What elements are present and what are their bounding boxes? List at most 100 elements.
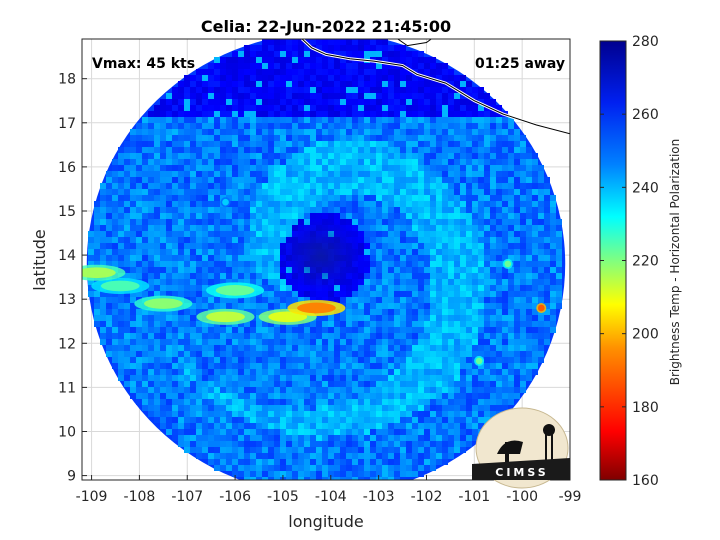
swath-cell	[370, 135, 376, 141]
swath-cell	[364, 81, 370, 87]
swath-cell	[244, 99, 250, 105]
swath-cell	[424, 387, 430, 393]
swath-cell	[136, 135, 142, 141]
swath-cell	[424, 399, 430, 405]
swath-cell	[436, 153, 442, 159]
swath-cell	[286, 465, 292, 471]
swath-cell	[430, 231, 436, 237]
swath-cell	[478, 213, 484, 219]
swath-cell	[304, 453, 310, 459]
swath-cell	[454, 117, 460, 123]
swath-cell	[526, 171, 532, 177]
swath-cell	[388, 441, 394, 447]
swath-cell	[514, 207, 520, 213]
swath-cell	[208, 219, 214, 225]
swath-cell	[382, 351, 388, 357]
swath-cell	[370, 375, 376, 381]
swath-cell	[538, 321, 544, 327]
swath-cell	[388, 291, 394, 297]
swath-cell	[418, 159, 424, 165]
swath-cell	[472, 321, 478, 327]
swath-cell	[502, 129, 508, 135]
swath-cell	[556, 279, 562, 285]
coastline	[301, 39, 570, 136]
swath-cell	[502, 351, 508, 357]
swath-cell	[100, 189, 106, 195]
swath-cell	[184, 291, 190, 297]
swath-cell	[142, 195, 148, 201]
swath-cell	[340, 39, 346, 45]
swath-cell	[280, 165, 286, 171]
swath-cell	[520, 261, 526, 267]
swath-cell	[346, 207, 352, 213]
swath-cell	[256, 69, 262, 75]
swath-cell	[310, 69, 316, 75]
swath-cell	[250, 399, 256, 405]
swath-cell	[400, 375, 406, 381]
swath-cell	[442, 387, 448, 393]
swath-cell	[478, 333, 484, 339]
swath-cell	[346, 423, 352, 429]
swath-cell	[376, 393, 382, 399]
swath-cell	[172, 363, 178, 369]
swath-cell	[124, 267, 130, 273]
swath-cell	[430, 387, 436, 393]
swath-cell	[148, 369, 154, 375]
swath-cell	[196, 261, 202, 267]
swath-cell	[490, 213, 496, 219]
swath-cell	[256, 183, 262, 189]
swath-cell	[292, 285, 298, 291]
swath-cell	[364, 45, 370, 51]
swath-cell	[370, 183, 376, 189]
swath-cell	[310, 399, 316, 405]
swath-cell	[316, 429, 322, 435]
swath-cell	[466, 273, 472, 279]
swath-cell	[406, 69, 412, 75]
swath-cell	[418, 237, 424, 243]
swath-cell	[244, 57, 250, 63]
swath-cell	[418, 147, 424, 153]
swath-cell	[340, 459, 346, 465]
swath-cell	[394, 213, 400, 219]
swath-cell	[418, 441, 424, 447]
swath-cell	[286, 45, 292, 51]
swath-cell	[334, 141, 340, 147]
swath-cell	[532, 255, 538, 261]
swath-cell	[124, 291, 130, 297]
swath-cell	[256, 243, 262, 249]
swath-cell	[328, 75, 334, 81]
swath-cell	[466, 387, 472, 393]
swath-cell	[238, 165, 244, 171]
swath-cell	[412, 399, 418, 405]
swath-cell	[244, 423, 250, 429]
swath-cell	[316, 291, 322, 297]
swath-cell	[424, 183, 430, 189]
swath-cell	[190, 87, 196, 93]
swath-cell	[382, 51, 388, 57]
swath-cell	[376, 441, 382, 447]
swath-cell	[256, 351, 262, 357]
swath-cell	[550, 321, 556, 327]
swath-cell	[538, 357, 544, 363]
swath-cell	[190, 117, 196, 123]
swath-cell	[172, 393, 178, 399]
swath-cell	[118, 219, 124, 225]
swath-cell	[514, 141, 520, 147]
swath-cell	[274, 141, 280, 147]
swath-cell	[538, 189, 544, 195]
swath-cell	[436, 87, 442, 93]
swath-cell	[250, 453, 256, 459]
swath-cell	[202, 207, 208, 213]
swath-cell	[106, 201, 112, 207]
swath-cell	[502, 333, 508, 339]
swath-cell	[508, 255, 514, 261]
swath-cell	[466, 411, 472, 417]
swath-cell	[274, 459, 280, 465]
swath-cell	[418, 339, 424, 345]
swath-cell	[292, 327, 298, 333]
swath-cell	[232, 261, 238, 267]
swath-cell	[280, 207, 286, 213]
swath-cell	[88, 279, 94, 285]
swath-cell	[316, 147, 322, 153]
swath-cell	[250, 129, 256, 135]
